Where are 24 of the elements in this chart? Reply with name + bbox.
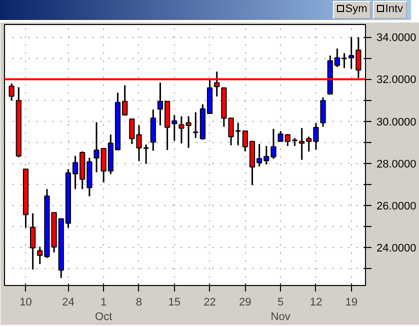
x-tick-label: 15 — [168, 296, 181, 308]
candlestick — [341, 52, 348, 69]
y-tick-label: 24.0000 — [376, 242, 416, 255]
candlestick — [192, 112, 199, 139]
y-tick-label: 28.0000 — [376, 158, 416, 170]
x-tick-label: 19 — [345, 296, 358, 308]
y-tick-label: 30.0000 — [376, 116, 416, 128]
text: Intv — [373, 1, 407, 19]
text: Sym — [333, 1, 372, 19]
candlestick — [8, 82, 14, 102]
x-tick-label: 1 Oct — [95, 296, 112, 323]
y-tick-label: 26.0000 — [376, 200, 416, 213]
x-tick-label: 12 — [310, 296, 322, 308]
y-tick-label: 32.0000 — [376, 74, 416, 86]
x-tick-label: 29 — [239, 296, 252, 308]
x-tick-label: 5 Nov — [270, 296, 291, 323]
candlestick — [320, 96, 326, 128]
x-tick-label: 22 — [204, 296, 216, 308]
x-tick-label: 10 — [20, 296, 32, 308]
x-tick-label: 24 — [62, 296, 74, 308]
candlestick — [150, 108, 156, 152]
candlestick — [30, 212, 36, 270]
x-tick-label: 8 — [136, 296, 142, 308]
y-tick-label: 34.0000 — [376, 32, 416, 44]
